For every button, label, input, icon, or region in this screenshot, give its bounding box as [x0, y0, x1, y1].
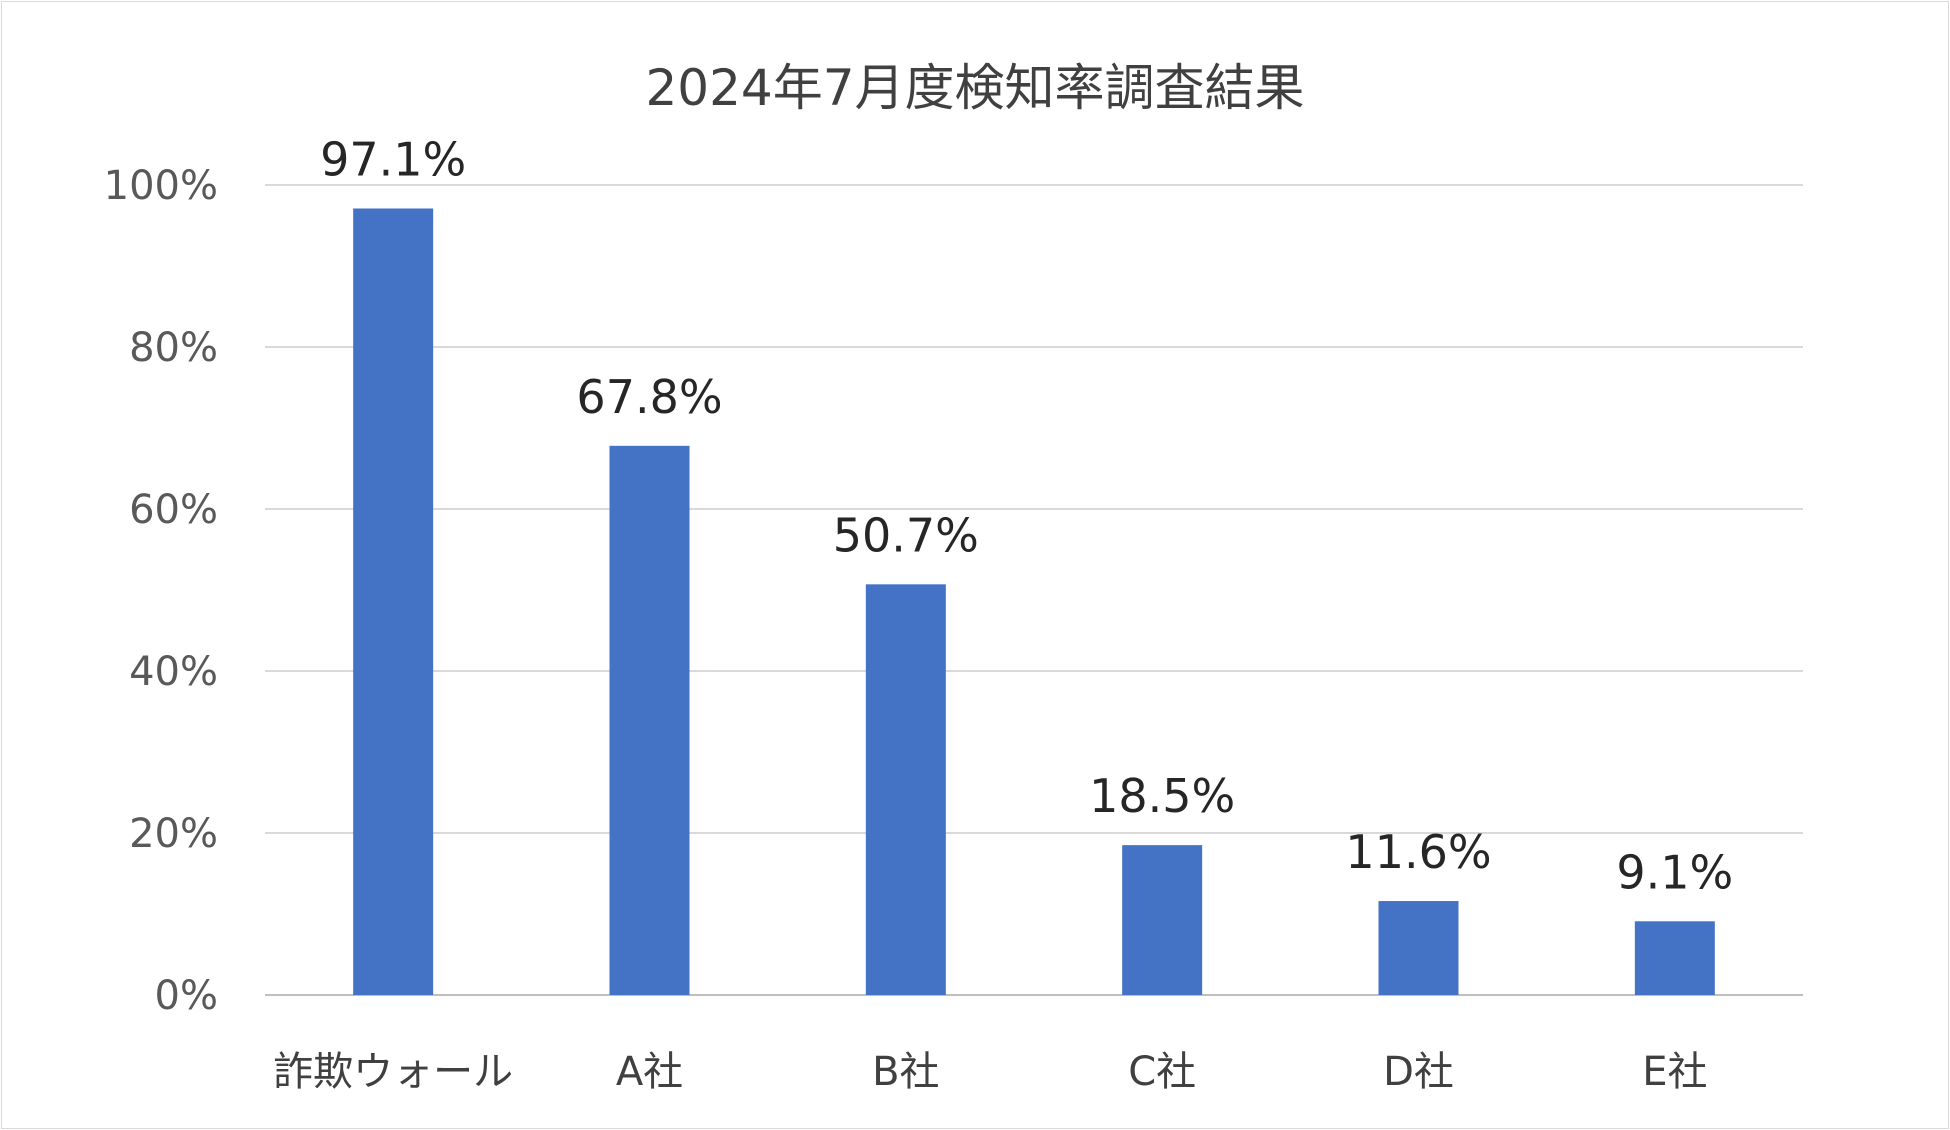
- bar: [353, 208, 434, 996]
- x-tick-label: A社: [616, 1049, 683, 1095]
- data-labels: 97.1% 67.8% 50.7% 18.5% 11.6% 9.1%: [320, 132, 1733, 899]
- bar: [609, 445, 690, 995]
- bar: [865, 584, 946, 995]
- chart-title: 2024年7月度検知率調査結果: [645, 59, 1304, 117]
- data-label: 67.8%: [576, 370, 722, 424]
- data-label: 97.1%: [320, 132, 466, 186]
- data-label: 50.7%: [833, 508, 979, 562]
- x-tick-label: D社: [1383, 1049, 1454, 1095]
- x-tick-label: C社: [1128, 1049, 1196, 1095]
- y-axis-ticks: 0% 20% 40% 60% 80% 100%: [104, 163, 218, 1019]
- x-axis-ticks: 詐欺ウォール A社 B社 C社 D社 E社: [273, 1049, 1707, 1095]
- bar: [1634, 921, 1715, 995]
- y-tick-label: 20%: [129, 811, 218, 857]
- x-tick-label: E社: [1642, 1049, 1707, 1095]
- x-tick-label: B社: [872, 1049, 939, 1095]
- y-tick-label: 80%: [129, 325, 218, 371]
- y-tick-label: 60%: [129, 487, 218, 533]
- y-tick-label: 40%: [129, 649, 218, 695]
- x-tick-label: 詐欺ウォール: [273, 1049, 513, 1095]
- data-label: 9.1%: [1616, 845, 1733, 899]
- data-label: 11.6%: [1345, 825, 1491, 879]
- bars: [353, 208, 1715, 996]
- gridlines: [265, 184, 1803, 996]
- data-label: 18.5%: [1089, 769, 1235, 823]
- bar: [1122, 845, 1203, 995]
- y-tick-label: 100%: [104, 163, 218, 209]
- y-tick-label: 0%: [155, 973, 218, 1019]
- bar: [1378, 901, 1459, 995]
